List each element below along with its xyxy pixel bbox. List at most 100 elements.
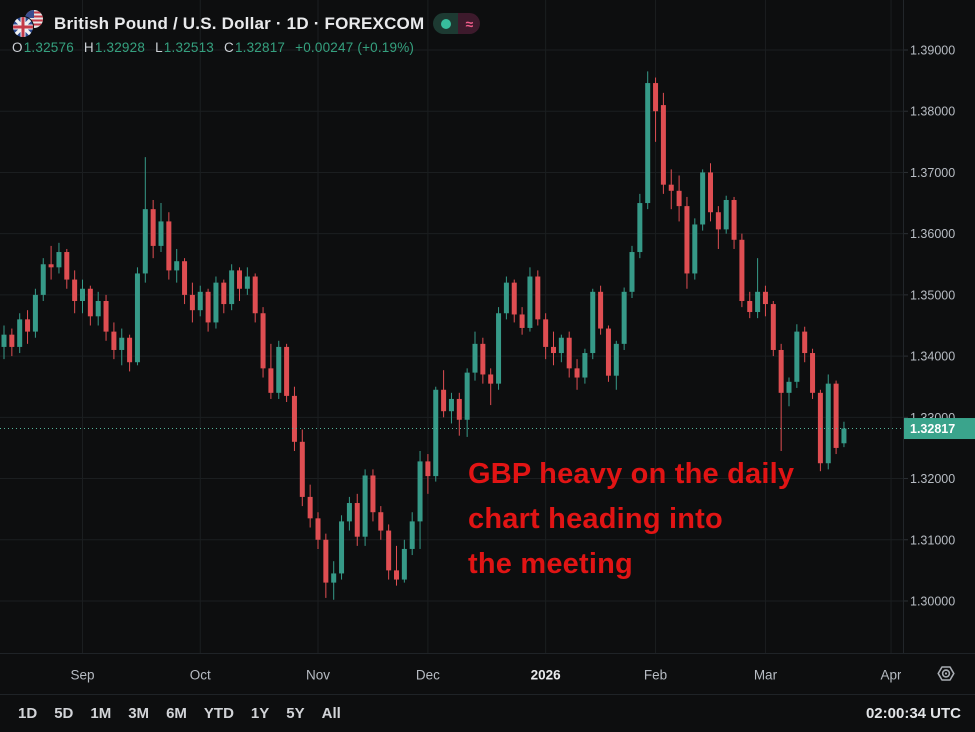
candle-body <box>182 261 188 295</box>
candle-body <box>739 239 745 302</box>
price-axis-label[interactable]: 1.34000 <box>910 350 955 364</box>
candle-body <box>582 353 588 378</box>
range-ytd[interactable]: YTD <box>203 705 234 722</box>
candle-body <box>794 331 800 382</box>
range-6m[interactable]: 6M <box>166 705 187 722</box>
candle-body <box>660 105 666 185</box>
candle-body <box>166 221 172 271</box>
close-value: 1.32817 <box>234 40 286 55</box>
price-axis-label[interactable]: 1.35000 <box>910 288 955 302</box>
range-5d[interactable]: 5D <box>54 705 74 722</box>
candle-body <box>621 291 627 344</box>
time-axis-label[interactable]: Oct <box>189 667 211 682</box>
candle-body <box>32 294 38 332</box>
candle-body <box>158 221 164 246</box>
range-1d[interactable]: 1D <box>18 705 38 722</box>
candle-body <box>433 389 439 477</box>
range-all[interactable]: All <box>321 705 341 722</box>
low-value: 1.32513 <box>163 40 214 55</box>
candle-body <box>464 372 470 420</box>
axis-settings-gear-icon[interactable] <box>934 663 958 684</box>
candle-body <box>543 319 549 347</box>
candle-body <box>111 331 117 350</box>
candle-body <box>653 83 659 112</box>
time-axis-label[interactable]: Sep <box>70 667 95 682</box>
candle-body <box>252 276 258 314</box>
bottom-toolbar: 1D 5D 1M 3M 6M YTD 1Y 5Y All 02:00:34 UT… <box>0 694 975 732</box>
candle-body <box>708 172 713 213</box>
candle-body <box>378 512 384 531</box>
delayed-data-icon: ≈ <box>465 15 474 32</box>
candle-body <box>127 337 133 363</box>
candle-body <box>339 521 345 574</box>
candle-body <box>370 475 376 513</box>
market-status-toggle[interactable]: ≈ <box>433 13 481 34</box>
last-price-badge[interactable] <box>904 418 975 440</box>
candle-body <box>527 276 533 328</box>
candle-body <box>778 349 784 393</box>
candle-body <box>676 190 682 207</box>
candle-body <box>174 261 180 271</box>
candle-body <box>237 270 242 289</box>
price-axis-label[interactable]: 1.37000 <box>910 166 955 180</box>
candle-body <box>1 334 7 347</box>
price-axis-label[interactable]: 1.30000 <box>910 594 955 608</box>
candle-body <box>87 288 93 317</box>
low-label: L <box>155 40 163 55</box>
candle-body <box>386 530 392 571</box>
candle-body <box>715 212 721 230</box>
candle-body <box>354 503 360 537</box>
candle-body <box>64 252 70 280</box>
candle-body <box>511 282 517 315</box>
candle-body <box>197 291 203 311</box>
candle-body <box>441 389 447 412</box>
price-axis-label[interactable]: 1.36000 <box>910 227 955 241</box>
candle-body <box>566 337 572 369</box>
candle-body <box>409 521 415 549</box>
time-axis-label[interactable]: Dec <box>415 667 440 682</box>
candle-body <box>535 276 541 320</box>
range-3m[interactable]: 3M <box>128 705 150 722</box>
time-axis-label[interactable]: Feb <box>643 667 668 682</box>
candle-body <box>551 346 556 354</box>
month-labels: Sep Oct Nov Dec 2026 Feb Mar Apr <box>0 654 901 695</box>
chart-legend: British Pound / U.S. Dollar · 1D · FOREX… <box>10 9 481 38</box>
candle-body <box>645 83 651 204</box>
candle-body <box>802 331 808 354</box>
time-axis[interactable]: Sep Oct Nov Dec 2026 Feb Mar Apr <box>0 653 975 694</box>
close-label: C <box>223 40 234 55</box>
clock[interactable]: 02:00:34 UTC <box>865 705 961 722</box>
change-value: +0.00247 (+0.19%) <box>295 40 415 55</box>
candle-body <box>276 346 282 393</box>
candle-body <box>25 319 31 332</box>
candle-body <box>472 343 478 373</box>
price-axis-label[interactable]: 1.31000 <box>910 533 955 547</box>
symbol-title[interactable]: British Pound / U.S. Dollar · 1D · FOREX… <box>54 13 425 33</box>
ohlc-readout: O 1.32576 H 1.32928 L 1.32513 C 1.32817 +0.0… <box>12 40 414 55</box>
time-axis-label[interactable]: 2026 <box>530 667 561 682</box>
range-1m[interactable]: 1M <box>90 705 112 722</box>
candle-body <box>425 461 431 477</box>
candle-body <box>268 368 274 393</box>
high-value: 1.32928 <box>94 40 146 55</box>
price-axis-label[interactable]: 1.38000 <box>910 105 955 119</box>
candle-body <box>700 172 706 225</box>
candle-body <box>142 209 148 274</box>
candle-body <box>503 282 509 314</box>
candle-body <box>574 368 580 378</box>
candle-body <box>401 548 407 580</box>
candle-body <box>213 282 219 323</box>
price-axis-label[interactable]: 1.32000 <box>910 472 955 486</box>
range-5y[interactable]: 5Y <box>286 705 305 722</box>
time-axis-label[interactable]: Nov <box>305 667 331 682</box>
candle-body <box>692 224 698 274</box>
candle-body <box>17 319 23 347</box>
time-axis-label[interactable]: Apr <box>880 667 901 682</box>
time-axis-label[interactable]: Mar <box>753 667 778 682</box>
price-axis-label[interactable]: 1.39000 <box>910 44 955 58</box>
symbol-flags-icon <box>12 10 43 38</box>
price-chart[interactable]: 1.39000 1.38000 1.37000 1.36000 1.35000 1.340… <box>0 0 975 653</box>
open-value: 1.32576 <box>23 40 74 55</box>
range-1y[interactable]: 1Y <box>250 705 270 722</box>
candle-body <box>260 313 266 369</box>
